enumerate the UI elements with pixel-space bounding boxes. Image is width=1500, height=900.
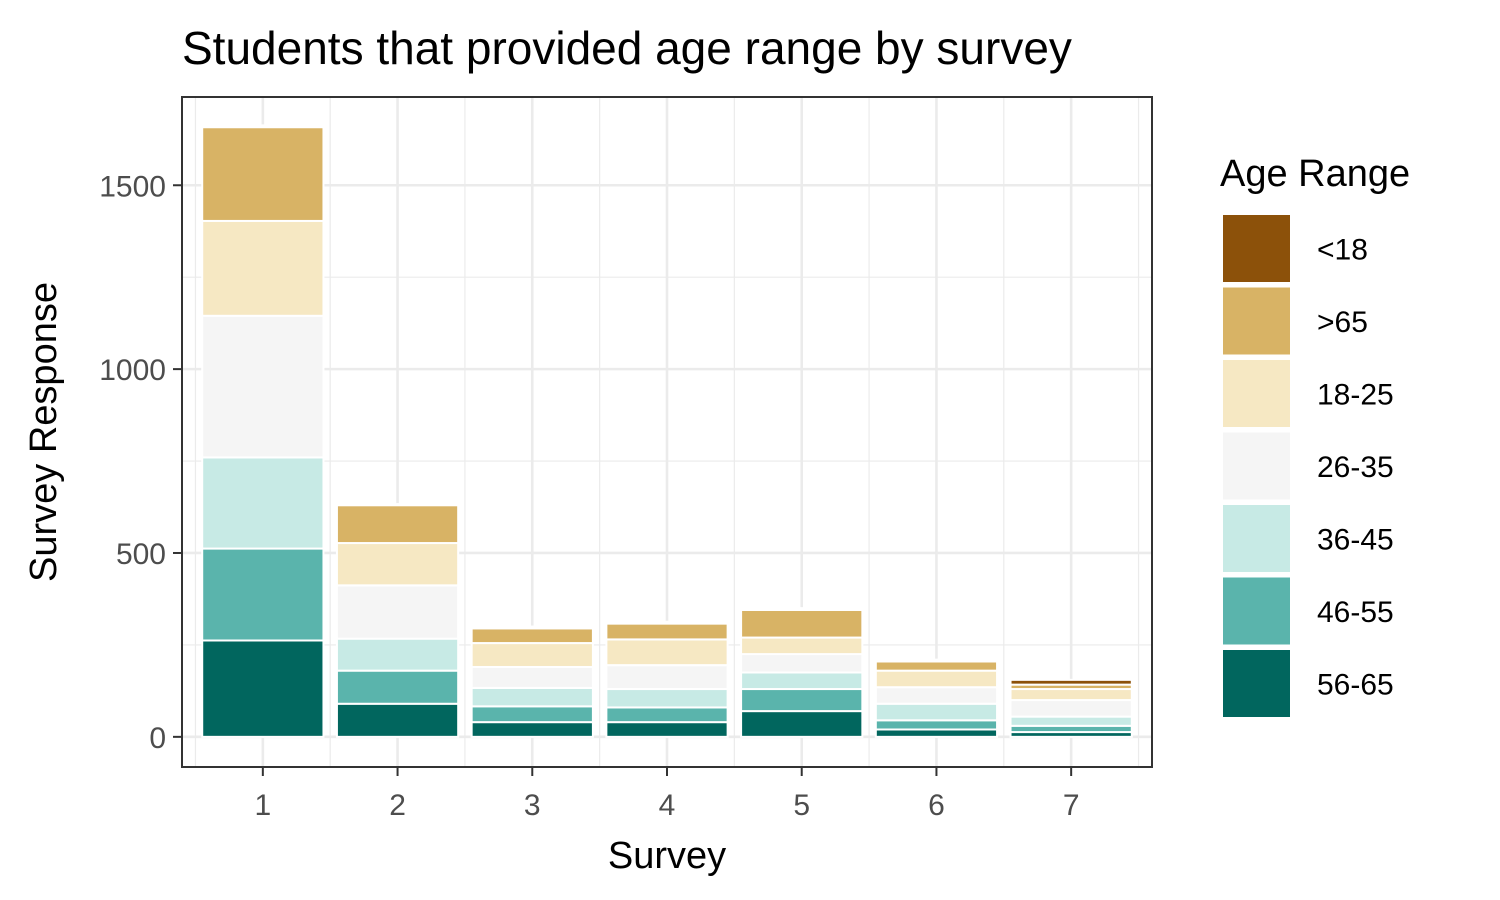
- bar-segment: [874, 728, 999, 738]
- legend-title: Age Range: [1220, 153, 1410, 195]
- bar-segment: [874, 719, 999, 731]
- bar-segment: [605, 622, 729, 641]
- y-tick-label: 0: [149, 722, 166, 755]
- bar-segment: [335, 669, 460, 705]
- bar-segment: [470, 642, 594, 668]
- x-tick-label: 6: [928, 789, 945, 822]
- bar-segment: [470, 705, 594, 724]
- bar-segment: [1009, 715, 1133, 727]
- legend-key: [1223, 360, 1290, 427]
- bar-segment: [740, 636, 864, 656]
- x-axis-title: Survey: [608, 835, 726, 877]
- bar-segment: [1009, 699, 1133, 718]
- x-tick-label: 4: [659, 789, 676, 822]
- bar-segment: [470, 625, 594, 630]
- legend-key: [1223, 577, 1290, 645]
- legend-label: >65: [1317, 306, 1368, 339]
- x-axis: 1 2 3 4 5 6 7: [254, 767, 1080, 822]
- bar-segment: [470, 721, 594, 738]
- legend-label: 18-25: [1317, 379, 1394, 412]
- legend-key: [1223, 287, 1290, 355]
- bars-layer: [201, 124, 1133, 738]
- chart-title: Students that provided age range by surv…: [182, 22, 1072, 74]
- bar-segment: [874, 660, 999, 672]
- bar-segment: [201, 456, 325, 550]
- bar-segment: [201, 314, 325, 459]
- bar-segment: [1009, 688, 1133, 702]
- bar-segment: [874, 686, 999, 705]
- y-tick-label: 1500: [99, 170, 166, 203]
- bar-segment: [470, 627, 594, 645]
- bar-segment: [335, 542, 460, 587]
- x-tick-label: 3: [524, 789, 541, 822]
- bar-segment: [605, 638, 729, 667]
- bar-segment: [740, 653, 864, 674]
- bar-segment: [335, 637, 460, 672]
- bar-segment: [335, 504, 460, 545]
- y-tick-label: 1000: [99, 354, 166, 387]
- bar-segment: [605, 664, 729, 691]
- legend-key: [1223, 650, 1290, 717]
- bar-segment: [874, 669, 999, 689]
- bar-segment: [201, 124, 325, 129]
- bar-segment: [740, 688, 864, 713]
- x-tick-label: 7: [1063, 789, 1080, 822]
- legend-key: [1223, 215, 1290, 282]
- bar-segment: [740, 607, 864, 611]
- legend-key: [1223, 505, 1290, 572]
- legend-label: 56-65: [1317, 669, 1394, 702]
- bar-segment: [605, 721, 729, 738]
- bar-segment: [740, 671, 864, 691]
- legend: Age Range <18 >65 18-25 26-35 36-45 46-55 56-6…: [1220, 153, 1410, 717]
- bar-segment: [201, 639, 325, 738]
- bar-segment: [201, 547, 325, 642]
- bar-segment: [335, 702, 460, 738]
- bar-segment: [740, 608, 864, 639]
- legend-label: 46-55: [1317, 596, 1394, 629]
- legend-label: <18: [1317, 234, 1368, 267]
- bar-segment: [201, 219, 325, 317]
- bar-segment: [874, 658, 999, 663]
- bar-segment: [605, 688, 729, 709]
- bar-segment: [335, 503, 460, 507]
- x-tick-label: 2: [389, 789, 406, 822]
- bar-segment: [335, 584, 460, 640]
- bar-segment: [470, 665, 594, 689]
- x-tick-label: 5: [793, 789, 810, 822]
- bar-segment: [605, 706, 729, 724]
- legend-label: 26-35: [1317, 451, 1394, 484]
- x-tick-label: 1: [254, 789, 271, 822]
- legend-label: 36-45: [1317, 524, 1394, 557]
- bar-segment: [1009, 678, 1133, 686]
- bar-segment: [470, 686, 594, 708]
- legend-key: [1223, 432, 1290, 500]
- y-axis: 0 500 1000 1500: [99, 170, 182, 755]
- y-axis-title: Survey Response: [23, 282, 65, 582]
- bar-segment: [605, 620, 729, 625]
- legend-items: <18 >65 18-25 26-35 36-45 46-55 56-65: [1223, 215, 1394, 717]
- bar-segment: [740, 710, 864, 738]
- bar-segment: [201, 126, 325, 222]
- y-tick-label: 500: [116, 538, 166, 571]
- bar-segment: [874, 702, 999, 722]
